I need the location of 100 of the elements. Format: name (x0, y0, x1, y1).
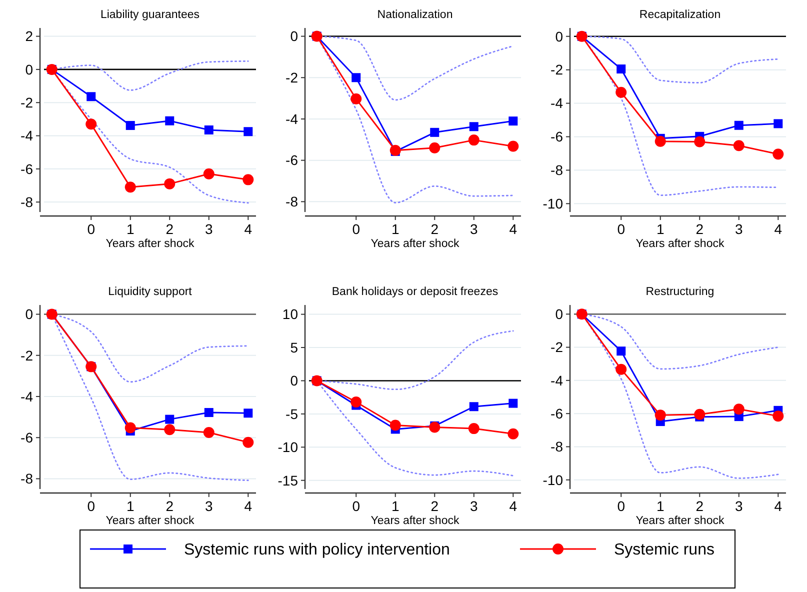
point (244, 408, 253, 418)
x-tick-label: 0 (87, 498, 96, 514)
y-tick-label: -5 (286, 406, 298, 422)
y-tick-label: 0 (25, 306, 34, 322)
point (616, 364, 627, 375)
x-tick-label: 4 (774, 221, 782, 237)
y-tick-label: -2 (20, 347, 34, 364)
point (203, 426, 214, 438)
y-tick-label: -6 (550, 405, 564, 422)
point (86, 92, 96, 102)
point (468, 134, 480, 146)
point (165, 116, 174, 126)
y-tick-label: -6 (286, 152, 298, 168)
x-tick-label: 0 (352, 221, 360, 237)
point (733, 140, 744, 152)
point (508, 116, 518, 126)
point (350, 93, 362, 104)
y-tick-label: -6 (20, 430, 34, 446)
point (616, 346, 626, 356)
point (616, 64, 626, 74)
y-tick-label: 0 (290, 372, 298, 389)
x-axis-title: Years after shock (106, 515, 194, 527)
y-tick-label: -8 (20, 194, 34, 210)
x-tick-label: 1 (656, 221, 664, 237)
legend-label: Systemic runs with policy intervention (184, 542, 450, 559)
y-tick-label: -2 (20, 94, 34, 110)
y-tick-label: 0 (290, 28, 298, 44)
point (508, 398, 518, 408)
y-tick-label: -4 (20, 128, 34, 144)
x-tick-label: 2 (166, 221, 174, 237)
x-tick-label: 3 (470, 498, 478, 514)
x-tick-label: 4 (509, 498, 518, 514)
x-tick-label: 3 (734, 221, 743, 237)
y-tick-label: -2 (550, 339, 564, 356)
point (772, 148, 784, 160)
y-tick-label: -4 (550, 372, 564, 388)
y-tick-label: -6 (550, 128, 564, 145)
point (124, 422, 136, 434)
point (390, 420, 401, 431)
y-tick-label: 0 (25, 61, 34, 78)
point (508, 428, 519, 440)
y-tick-label: -8 (20, 470, 34, 487)
x-tick-label: 4 (244, 498, 252, 514)
y-tick-label: 0 (555, 28, 564, 44)
x-tick-label: 0 (617, 221, 626, 237)
y-tick-label: -4 (550, 95, 564, 112)
y-tick-label: -10 (542, 196, 564, 212)
point (86, 118, 97, 130)
y-tick-label: -10 (278, 439, 298, 456)
point (164, 178, 176, 190)
x-tick-label: 1 (391, 498, 400, 514)
point (733, 404, 744, 415)
legend-label: Systemic runs (614, 542, 714, 559)
point (429, 142, 440, 154)
chart-title: Restructuring (646, 286, 714, 298)
point (165, 414, 174, 424)
x-tick-label: 1 (126, 221, 134, 237)
point (352, 73, 361, 82)
point (694, 136, 706, 148)
point (126, 120, 135, 130)
point (469, 402, 478, 412)
y-tick-label: -4 (286, 110, 298, 127)
chart-title: Liability guarantees (100, 9, 200, 21)
point (429, 422, 440, 433)
point (772, 410, 784, 422)
point (508, 140, 519, 152)
y-tick-label: -8 (550, 162, 564, 178)
x-tick-label: 2 (166, 498, 174, 514)
point (468, 423, 480, 434)
x-tick-label: 0 (617, 498, 626, 514)
x-tick-label: 0 (87, 221, 96, 237)
x-tick-label: 0 (352, 498, 360, 514)
x-tick-label: 4 (774, 498, 782, 514)
chart-title: Liquidity support (108, 286, 193, 298)
y-tick-label: -15 (278, 472, 298, 488)
point (244, 127, 253, 136)
x-tick-label: 2 (696, 498, 704, 514)
x-axis-title: Years after shock (106, 238, 194, 250)
point (694, 408, 706, 420)
point (204, 125, 214, 134)
x-tick-label: 4 (509, 221, 518, 237)
point (242, 436, 254, 448)
y-tick-label: -2 (286, 70, 298, 86)
point (242, 174, 254, 186)
x-tick-label: 1 (656, 498, 664, 514)
y-tick-label: 5 (290, 339, 298, 356)
point (350, 396, 362, 408)
x-axis-title: Years after shock (636, 238, 724, 250)
x-axis-title: Years after shock (636, 515, 724, 527)
x-tick-label: 3 (204, 498, 213, 514)
y-tick-label: 2 (25, 28, 34, 44)
y-tick-label: -6 (20, 160, 34, 177)
x-tick-label: 3 (204, 221, 213, 237)
point (616, 86, 627, 98)
x-tick-label: 1 (391, 221, 400, 237)
x-tick-label: 3 (470, 221, 478, 237)
y-tick-label: -4 (20, 388, 34, 404)
x-axis-title: Years after shock (370, 238, 460, 250)
y-tick-label: -2 (550, 62, 564, 78)
point (204, 408, 214, 418)
